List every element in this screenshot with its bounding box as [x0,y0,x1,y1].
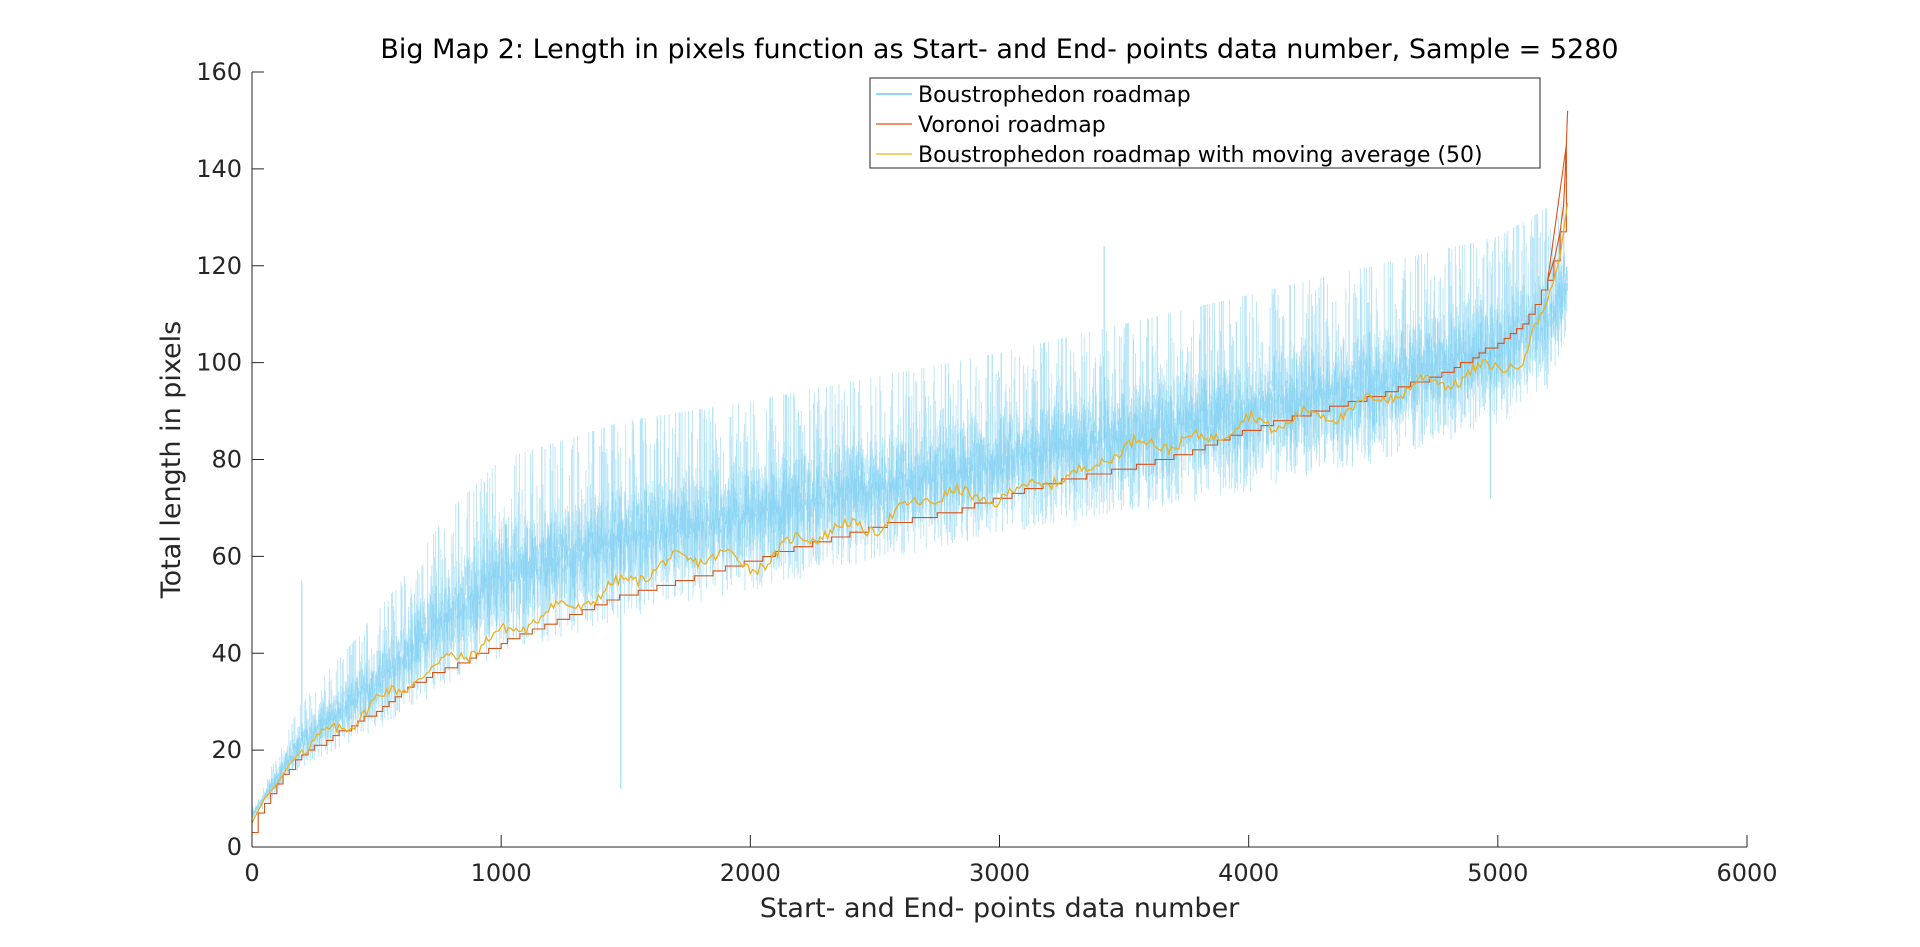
x-tick-label: 1000 [471,859,532,887]
y-tick-label: 40 [211,639,242,667]
y-tick-label: 60 [211,542,242,570]
legend-entry-boustrophedon: Boustrophedon roadmap [918,83,1191,108]
y-tick-label: 140 [196,155,242,183]
y-tick-label: 80 [211,446,242,474]
plot-area [252,72,1747,847]
y-tick-label: 100 [196,349,242,377]
x-tick-label: 5000 [1467,859,1528,887]
y-tick-label: 0 [227,833,242,861]
line-layer [251,110,1569,834]
x-axis-label: Start- and End- points data number [760,893,1240,924]
legend: Boustrophedon roadmap Voronoi roadmap Bo… [869,77,1541,169]
y-axis-label: Total length in pixels [156,321,187,599]
legend-box [869,77,1541,169]
tick-labels: 0 1000 2000 3000 4000 5000 6000 0 20 40 60 80 100 120… [196,58,1777,887]
y-tick-label: 160 [196,58,242,86]
legend-entry-voronoi: Voronoi roadmap [918,113,1106,138]
series-line-voronoi [252,110,1569,834]
x-tick-label: 0 [244,859,259,887]
x-tick-label: 6000 [1716,859,1777,887]
x-tick-label: 3000 [969,859,1030,887]
x-tick-label: 4000 [1218,859,1279,887]
y-tick-label: 20 [211,736,242,764]
chart-title: Big Map 2: Length in pixels function as … [380,34,1618,65]
y-tick-label: 120 [196,252,242,280]
axes [251,71,1748,848]
x-tick-label: 2000 [720,859,781,887]
legend-entry-moving-average: Boustrophedon roadmap with moving averag… [918,143,1483,168]
series-line-moving-average [251,202,1569,824]
